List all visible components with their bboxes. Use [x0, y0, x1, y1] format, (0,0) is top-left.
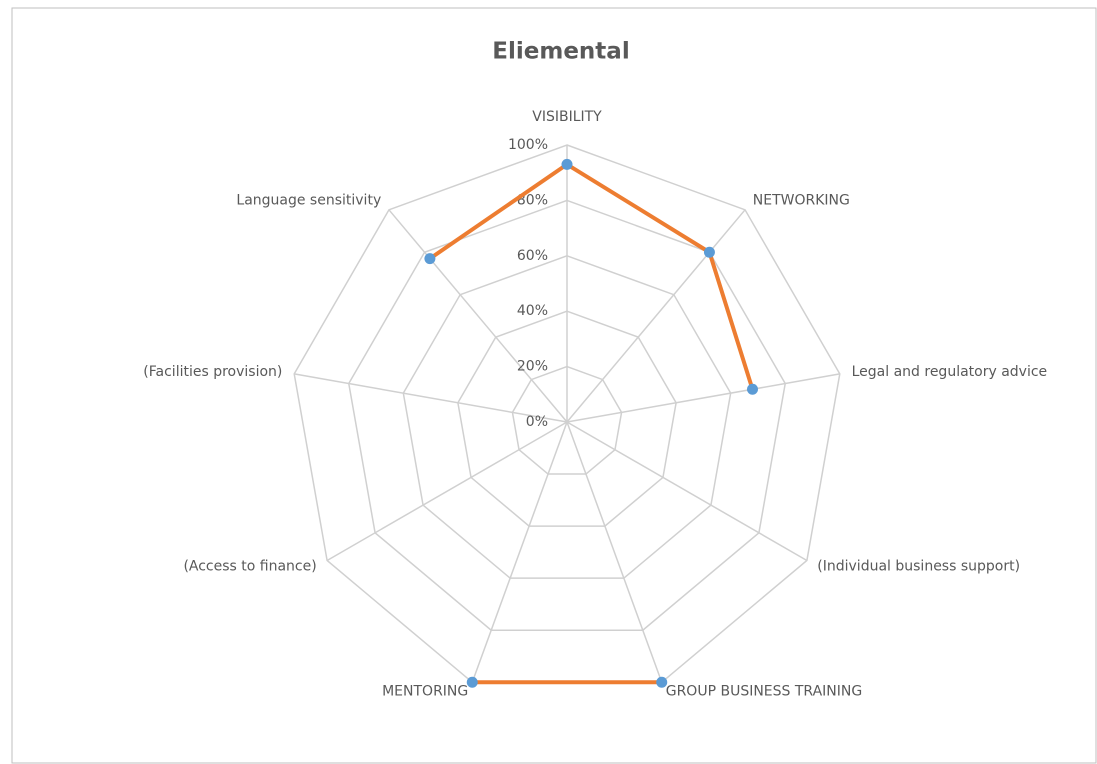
r-tick-label: 100% [508, 137, 548, 153]
category-label: GROUP BUSINESS TRAINING [666, 683, 863, 699]
category-label: MENTORING [382, 683, 468, 699]
r-tick-label: 60% [517, 248, 548, 264]
spoke [566, 421, 663, 683]
category-label: Legal and regulatory advice [852, 364, 1048, 380]
grid-ring [511, 365, 623, 475]
r-tick-label: 80% [517, 192, 548, 208]
category-label: (Individual business support) [817, 559, 1020, 575]
grid-ring [457, 310, 677, 527]
r-tick-label: 40% [517, 303, 548, 319]
r-tick-label: 0% [526, 414, 548, 430]
category-label: VISIBILITY [532, 109, 602, 125]
grid-ring [402, 255, 732, 579]
spoke [294, 373, 568, 423]
category-label: (Access to finance) [183, 559, 316, 575]
grid-ring [347, 199, 787, 631]
series-line [428, 162, 755, 390]
spoke [566, 421, 808, 562]
chart-frame [11, 7, 1097, 764]
marker [656, 676, 668, 688]
category-label: Language sensitivity [236, 193, 381, 209]
marker [746, 383, 758, 395]
spoke [566, 209, 746, 423]
marker [424, 253, 436, 265]
r-tick-label: 20% [517, 359, 548, 375]
spoke [471, 421, 568, 683]
marker [561, 158, 573, 170]
chart-title: Eliemental [492, 39, 629, 65]
spoke [388, 209, 568, 423]
marker [703, 246, 715, 258]
category-label: NETWORKING [753, 193, 850, 209]
spoke [326, 421, 568, 562]
category-label: (Facilities provision) [143, 364, 282, 380]
spoke [566, 373, 840, 423]
marker [466, 676, 478, 688]
